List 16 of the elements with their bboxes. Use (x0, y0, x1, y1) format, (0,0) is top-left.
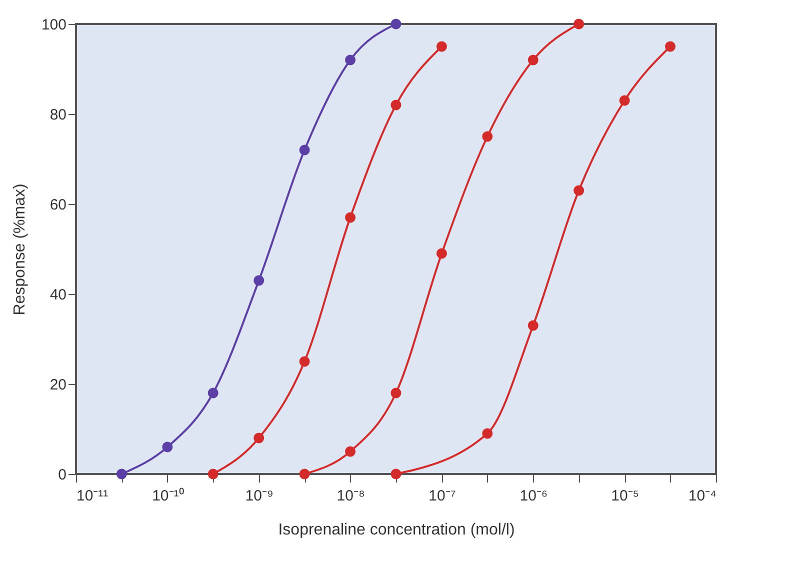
x-tick-label: 10⁻⁷ (428, 488, 456, 504)
y-tick-label: 20 (50, 376, 66, 394)
x-tick-label: 10⁻¹¹ (76, 488, 108, 504)
y-axis-title: Response (%max) (11, 184, 28, 316)
y-tick-label: 100 (41, 16, 66, 34)
y-tick-label: 80 (50, 106, 66, 124)
x-tick-label: 10⁻⁴ (688, 488, 716, 504)
y-tick-label: 0 (58, 466, 66, 484)
x-axis-title: Isoprenaline concentration (mol/l) (278, 522, 515, 538)
x-tick-label: 10⁻⁶ (520, 488, 548, 504)
x-tick-label: 10⁻⁵ (611, 488, 640, 504)
y-tick-label: 40 (50, 286, 66, 304)
x-tick-label: 10⁻¹⁰ (152, 488, 184, 504)
x-tick-label: 10⁻⁸ (336, 488, 365, 504)
x-tick-label: 10⁻⁹ (245, 488, 274, 504)
y-tick-label: 60 (50, 196, 66, 214)
